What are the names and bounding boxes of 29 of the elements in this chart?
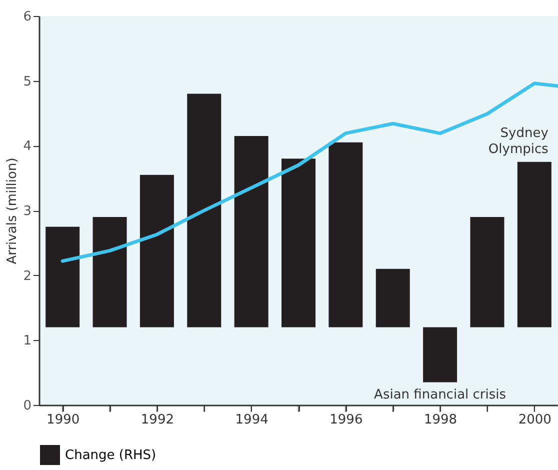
bar [140, 174, 174, 328]
y-axis-title: Arrivals (million) [5, 158, 20, 264]
x-tick-label: 1996 [330, 412, 363, 428]
bar [234, 136, 268, 328]
y-tick-label: 1 [23, 334, 32, 349]
bar [92, 216, 127, 328]
y-tick-label: 0 [23, 398, 32, 414]
line-series [60, 82, 558, 263]
legend-label: Change (RHS) [65, 448, 156, 463]
annotation: Sydney Olympics [488, 126, 549, 157]
x-tick-label: 1992 [140, 412, 174, 428]
bar [46, 226, 80, 328]
x-tick-label: 1994 [235, 412, 268, 428]
y-tick-label: 6 [23, 10, 32, 24]
bar [282, 158, 316, 328]
bar [187, 94, 222, 328]
x-tick-label: 1998 [424, 412, 458, 428]
bar [328, 142, 363, 328]
x-tick-label: 2000 [518, 412, 552, 428]
x-tick-label: 1990 [46, 412, 80, 428]
y-tick-label: 3 [23, 204, 32, 219]
annotation: Asian financial crisis [374, 387, 506, 402]
bar [423, 327, 458, 382]
y-tick-label: 2 [23, 268, 32, 284]
bar [470, 216, 504, 328]
bar [517, 162, 552, 328]
bar [376, 268, 410, 328]
y-tick-label: 5 [23, 74, 32, 90]
y-tick-label: 4 [23, 139, 32, 154]
